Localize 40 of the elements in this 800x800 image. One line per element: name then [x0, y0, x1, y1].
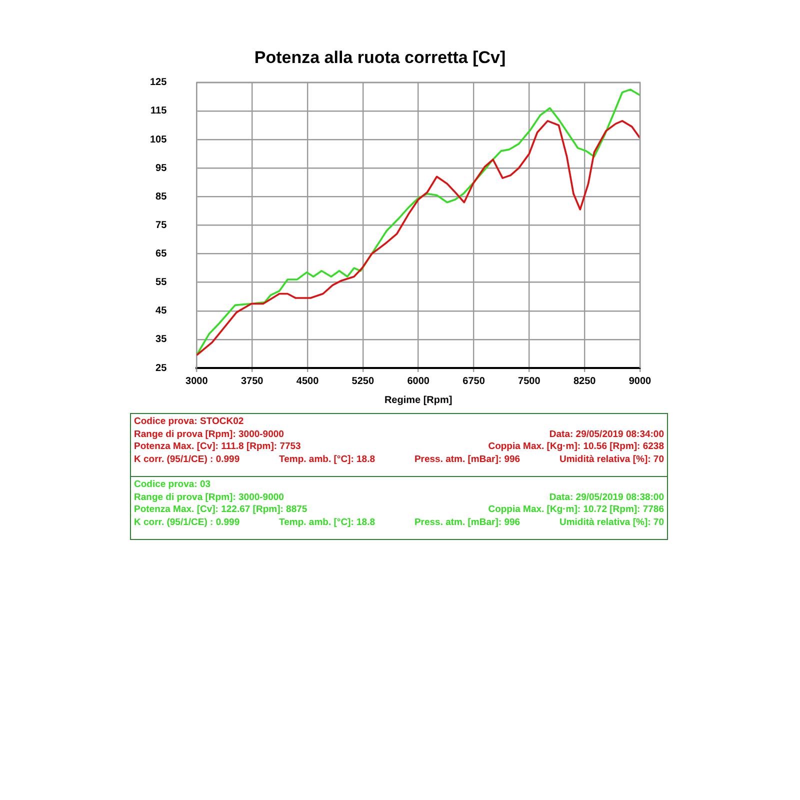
- y-tick-label: 105: [150, 134, 168, 146]
- x-tick-label: 6000: [407, 376, 430, 387]
- y-tick-label: 115: [150, 106, 168, 117]
- x-tick-label: 9000: [628, 376, 652, 387]
- text: Coppia Max. [Kg·m]: 10.56 [Rpm]: 6238: [488, 441, 664, 454]
- x-tick-label: 6750: [462, 376, 486, 387]
- y-tick-label: 85: [156, 191, 168, 202]
- y-tick-label: 75: [156, 220, 168, 231]
- y-tick-label: 65: [156, 248, 168, 260]
- text: Data: 29/05/2019 08:34:00: [549, 428, 664, 441]
- y-tick-label: 45: [156, 306, 168, 317]
- text: Codice prova: STOCK02: [134, 416, 244, 428]
- text: Potenza Max. [Cv]: 122.67 [Rpm]: 8875: [134, 504, 308, 516]
- text: Codice prova: 03: [134, 479, 211, 492]
- x-tick-label: 8250: [573, 376, 596, 387]
- text: Range di prova [Rpm]: 3000-9000: [134, 428, 284, 441]
- text: Temp. amb. [°C]: 18.8: [279, 454, 376, 466]
- x-tick-label: 3000: [186, 376, 208, 387]
- text: K corr. (95/1/CE) : 0.999: [134, 516, 240, 529]
- y-tick-label: 55: [156, 277, 168, 288]
- y-tick-label: 95: [156, 162, 168, 174]
- y-tick-label: 35: [156, 334, 168, 346]
- text: Press. atm. [mBar]: 996: [414, 454, 520, 466]
- x-axis-title: Regime [Rpm]: [384, 394, 452, 406]
- y-tick-label: 25: [156, 362, 168, 374]
- text: Press. atm. [mBar]: 996: [414, 516, 520, 529]
- text: K corr. (95/1/CE) : 0.999: [134, 454, 240, 466]
- text: Umidità relativa [%]: 70: [559, 516, 664, 529]
- x-tick-label: 7500: [518, 376, 541, 387]
- text: Potenza Max. [Cv]: 111.8 [Rpm]: 7753: [134, 441, 301, 454]
- text: Data: 29/05/2019 08:38:00: [549, 492, 664, 504]
- text: Coppia Max. [Kg·m]: 10.72 [Rpm]: 7786: [488, 504, 664, 516]
- y-tick-label: 125: [150, 77, 168, 88]
- x-tick-label: 4500: [296, 376, 320, 387]
- text: Temp. amb. [°C]: 18.8: [279, 516, 376, 529]
- x-tick-label: 3750: [240, 376, 264, 387]
- x-tick-label: 5250: [352, 376, 374, 387]
- chart-title: Potenza alla ruota corretta [Cv]: [254, 48, 506, 67]
- text: Range di prova [Rpm]: 3000-9000: [134, 492, 284, 504]
- text: Umidità relativa [%]: 70: [559, 454, 664, 466]
